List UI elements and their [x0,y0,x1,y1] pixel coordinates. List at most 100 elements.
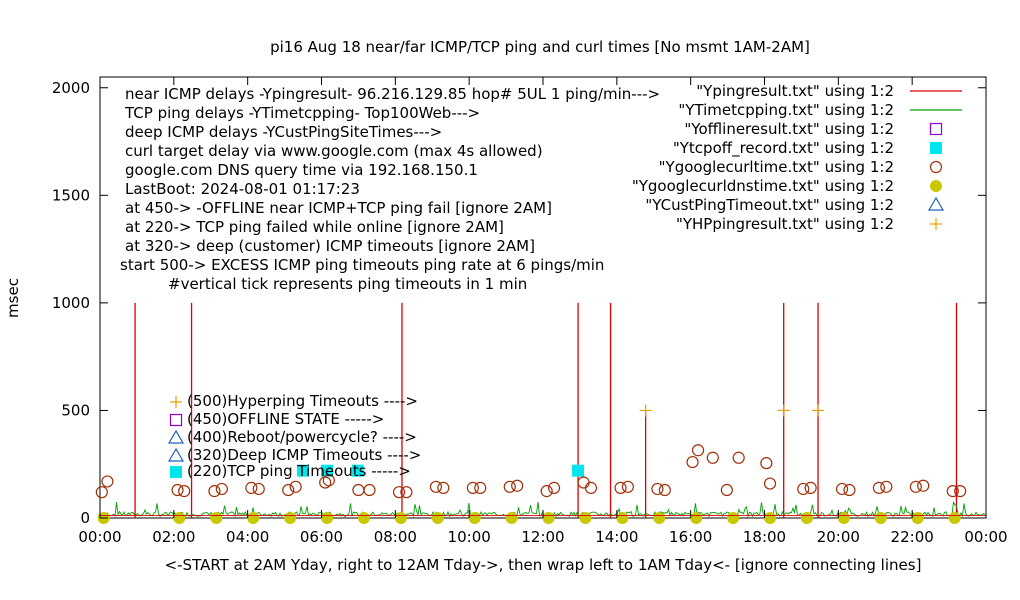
annotation-marker-2 [167,429,185,444]
series-5-point-2 [812,404,825,417]
annotation-label-1: (450)OFFLINE STATE -----> [187,410,384,428]
notes-block: near ICMP delays -Ypingresult- 96.216.12… [120,85,660,293]
series-3-point-12 [352,483,365,497]
annotation-label-2: (400)Reboot/powercycle? ----> [187,428,417,446]
note-line-0: near ICMP delays -Ypingresult- 96.216.12… [125,85,660,103]
series-3-point-6 [245,481,258,494]
series-4-point-19 [837,512,850,524]
note-line-1: TCP ping delays -YTimetcpping- Top100Web… [124,104,480,122]
series-3-point-27 [621,480,635,493]
y-tick-label-3: 1500 [52,186,90,204]
series-3-point-0 [95,486,108,499]
series-tcp-ping-line [99,501,986,518]
annotation-label-4: (220)TCP ping Timeouts -----> [187,462,411,480]
series-3-point-9 [289,480,302,493]
legend-label-1: "YTimetcpping.txt" using 1:2 [678,101,894,119]
series-4-point-11 [542,512,555,524]
note-line-10: #vertical tick represents ping timeouts … [168,275,527,293]
annotation-label-0: (500)Hyperping Timeouts ----> [187,392,418,410]
series-3-point-17 [437,481,450,494]
plot-area: 0 500 1000 1500 2000 00:00 02:00 04:00 06:00 08:0… [52,76,1008,546]
series-3-point-23 [547,481,561,494]
legend-marker-3 [930,142,942,154]
tick-layer: 0 500 1000 1500 2000 00:00 02:00 04:00 06:00 08:0… [52,77,1008,546]
series-3-point-5 [215,482,228,496]
series-3-point-45 [946,485,959,498]
series-4-point-8 [431,512,444,524]
note-line-2: deep ICMP delays -YCustPingSiteTimes---> [125,123,442,141]
series-3-point-3 [178,485,191,498]
series-3-point-44 [917,479,930,492]
series-3-point-38 [804,481,817,494]
annotation-marker-3 [167,447,185,462]
note-line-8: at 320-> deep (customer) ICMP timeouts [… [125,237,535,255]
x-tick-label-1: 02:00 [152,528,195,546]
legend-marker-5 [930,180,942,192]
legend-label-2: "Yofflineresult.txt" using 1:2 [684,120,894,138]
annotation-marker-1 [169,413,183,427]
note-line-9: start 500-> EXCESS ICMP ping timeouts pi… [120,256,604,274]
annotation-marker-0 [170,396,182,408]
series-5-point-0 [639,404,652,417]
series-3-point-19 [474,481,487,494]
series-3-point-21 [511,479,524,492]
series-3-point-30 [686,455,699,469]
series-3-point-35 [760,457,773,470]
note-line-6: at 450-> -OFFLINE near ICMP+TCP ping fai… [125,199,552,217]
x-axis-label: <-START at 2AM Yday, right to 12AM Tday-… [165,556,922,574]
y-tick-label-0: 0 [80,509,90,527]
series-3-point-1 [101,475,114,488]
note-line-4: google.com DNS query time via 192.168.15… [125,161,478,179]
series-2-point-1 [321,464,334,477]
series-3-point-39 [835,482,849,496]
x-tick-label-8: 16:00 [669,528,712,546]
note-line-7: at 220-> TCP ping failed while online [i… [125,218,504,236]
annotation-marker-4 [170,466,182,478]
series-4-point-3 [247,512,260,524]
legend-marker-6 [927,196,945,211]
series-3-point-11 [322,474,335,487]
series-3-point-14 [392,486,406,499]
series-4-point-6 [357,512,370,524]
x-tick-label-12: 00:00 [964,528,1007,546]
series-3-point-25 [584,481,598,494]
series-3-point-46 [954,485,967,498]
y-tick-label-1: 500 [61,401,90,419]
x-tick-label-10: 20:00 [817,528,860,546]
legend-label-6: "YCustPingTimeout.txt" using 1:2 [645,196,894,214]
series-3-point-2 [171,483,184,497]
series-2-point-3 [572,464,585,477]
x-tick-label-3: 06:00 [300,528,343,546]
x-tick-label-5: 10:00 [448,528,491,546]
series-4-point-13 [616,512,629,524]
series-3-point-43 [909,480,922,493]
series-4-point-1 [173,512,186,524]
series-3-point-26 [614,481,627,494]
series-4-point-21 [911,512,924,524]
note-line-3: curl target delay via www.google.com (ma… [125,142,543,160]
y-tick-label-4: 2000 [52,79,90,97]
series-2-point-2 [351,464,364,477]
series-3-point-18 [466,481,479,494]
series-2-point-0 [297,464,310,477]
annotation-block: (500)Hyperping Timeouts ---->(450)OFFLIN… [167,392,421,480]
series-4-point-5 [321,512,334,524]
note-line-5: LastBoot: 2024-08-01 01:17:23 [125,180,360,198]
series-3-point-37 [797,482,810,496]
legend-label-3: "Ytcpoff_record.txt" using 1:2 [673,139,894,158]
series-3-point-8 [282,483,295,497]
legend-label-5: "Ygooglecurldnstime.txt" using 1:2 [632,177,894,195]
series-3-point-13 [363,483,376,497]
series-4-point-17 [764,512,777,524]
series-4-point-4 [284,512,297,524]
series-3-point-22 [540,485,553,498]
series-4-point-15 [690,512,703,524]
x-tick-label-6: 12:00 [521,528,564,546]
series-3-point-29 [658,483,671,497]
legend: "Ypingresult.txt" using 1:2"YTimetcpping… [632,82,962,233]
legend-marker-2 [929,122,943,136]
annotation-label-3: (320)Deep ICMP Timeouts ----> [187,446,421,464]
legend-label-0: "Ypingresult.txt" using 1:2 [696,82,894,100]
series-4-point-14 [653,512,666,524]
